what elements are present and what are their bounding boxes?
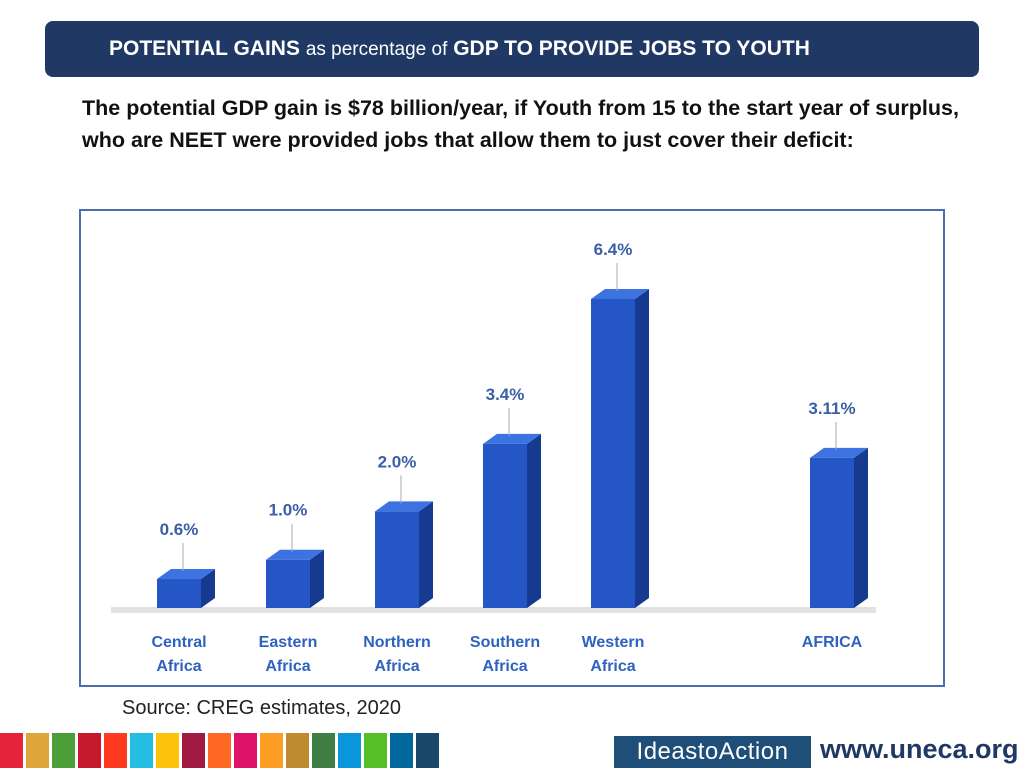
bar-side [854, 447, 868, 608]
sdg-color-block [78, 733, 101, 768]
bar [810, 457, 854, 608]
bar-side [527, 433, 541, 608]
bar-side [310, 549, 324, 608]
sdg-color-block [364, 733, 387, 768]
category-label: Southern [470, 634, 540, 651]
bar [591, 298, 635, 608]
title-part3: GDP TO PROVIDE JOBS TO YOUTH [453, 37, 810, 60]
sdg-color-strip [0, 733, 442, 768]
category-label: Northern [363, 634, 431, 651]
category-label: Eastern [259, 634, 318, 651]
bar [157, 579, 201, 608]
bar [483, 443, 527, 608]
bar-side [201, 569, 215, 608]
category-label: Africa [590, 658, 635, 675]
footer-strip [0, 733, 1024, 768]
bar [375, 511, 419, 608]
bar-top [591, 288, 649, 299]
category-label: AFRICA [802, 634, 863, 651]
category-label: Central [151, 634, 206, 651]
data-label: 2.0% [378, 452, 417, 471]
bar-side [419, 501, 433, 608]
chart-baseline [111, 607, 876, 613]
sdg-color-block [260, 733, 283, 768]
bar-top [375, 501, 433, 512]
data-label: 6.4% [594, 240, 633, 259]
sdg-color-block [104, 733, 127, 768]
title-part1: POTENTIAL GAINS [109, 37, 300, 60]
sdg-color-block [52, 733, 75, 768]
sdg-color-block [416, 733, 439, 768]
sdg-color-block [182, 733, 205, 768]
sdg-color-block [286, 733, 309, 768]
sdg-color-block [312, 733, 335, 768]
intro-text: The potential GDP gain is $78 billion/ye… [82, 96, 959, 152]
data-label: 3.11% [808, 399, 855, 418]
source-note: Source: CREG estimates, 2020 [122, 697, 402, 719]
bar-top [266, 549, 324, 560]
category-label: Africa [482, 658, 527, 675]
sdg-color-block [156, 733, 179, 768]
sdg-color-block [208, 733, 231, 768]
bar-top [157, 569, 215, 580]
data-label: 3.4% [486, 385, 525, 404]
bar-top [483, 433, 541, 444]
bar-chart: 0.6% Central Africa 1.0% Eastern Africa 2.0% No… [111, 240, 876, 675]
category-label: Western [582, 634, 645, 651]
category-label: Africa [374, 658, 419, 675]
ideas-to-action-logo: IdeastoAction [614, 736, 811, 768]
sdg-color-block [338, 733, 361, 768]
category-label: Africa [265, 658, 310, 675]
page-title: POTENTIAL GAINS as percentage of GDP TO … [109, 37, 810, 61]
title-part2: as percentage of [305, 39, 448, 60]
category-label: Africa [156, 658, 201, 675]
sdg-color-block [0, 733, 23, 768]
bar [266, 559, 310, 608]
sdg-color-block [130, 733, 153, 768]
website-link[interactable]: www.uneca.org [820, 734, 1019, 764]
data-label: 1.0% [269, 501, 308, 520]
sdg-color-block [26, 733, 49, 768]
data-label: 0.6% [160, 520, 199, 539]
title-bar: POTENTIAL GAINS as percentage of GDP TO … [45, 21, 979, 77]
sdg-color-block [234, 733, 257, 768]
chart-frame: 0.6% Central Africa 1.0% Eastern Africa 2.0% No… [79, 209, 945, 687]
bar-side [635, 288, 649, 608]
bar-top [810, 447, 868, 458]
sdg-color-block [390, 733, 413, 768]
